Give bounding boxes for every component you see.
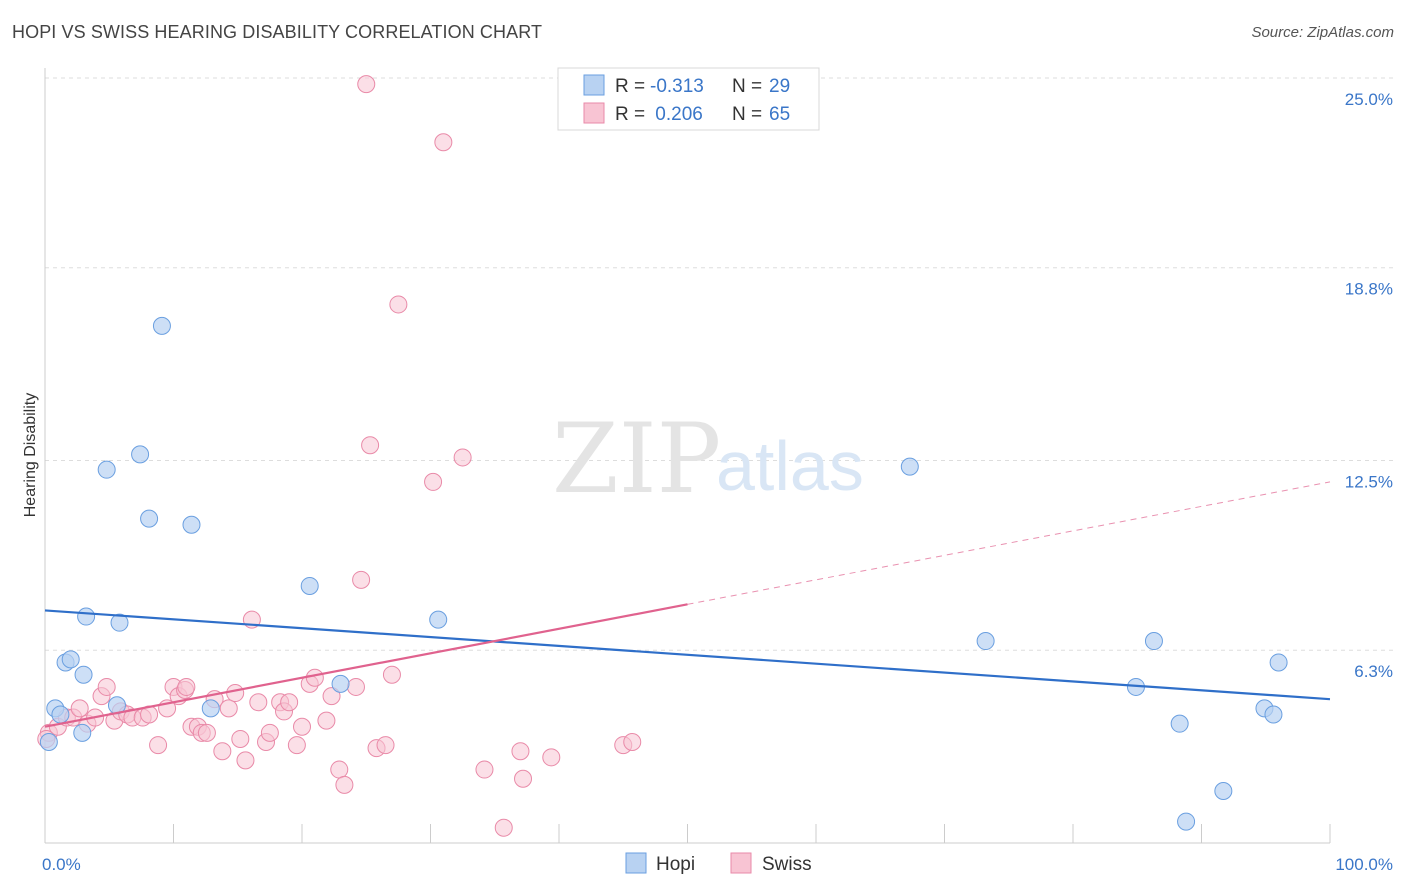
swiss-point — [287, 736, 306, 755]
swiss-point — [389, 295, 408, 314]
grid-lines — [45, 77, 1394, 651]
swiss-point — [361, 436, 380, 455]
swiss-point — [249, 693, 268, 712]
hopi-point — [331, 674, 350, 693]
swiss-points — [37, 75, 642, 837]
swiss-point — [293, 717, 311, 736]
x-tick-label-min: 0.0% — [42, 855, 81, 874]
swiss-point — [434, 133, 453, 152]
swiss-point — [352, 570, 371, 589]
hopi-point — [110, 613, 129, 632]
swiss-point — [70, 699, 89, 718]
legend-hopi-n-value: 29 — [769, 76, 790, 97]
hopi-point — [1144, 632, 1163, 651]
hopi-point — [74, 665, 93, 684]
swiss-point — [317, 711, 336, 730]
swiss-point — [475, 760, 494, 779]
legend-hopi-r-label: R = — [615, 76, 645, 97]
bottom-legend-swiss-swatch — [730, 852, 752, 874]
swiss-point — [177, 677, 196, 696]
swiss-point — [97, 677, 116, 696]
legend-swiss-r-label: R = — [615, 104, 645, 125]
hopi-point — [140, 509, 159, 528]
hopi-point — [976, 632, 995, 651]
hopi-point — [1177, 812, 1196, 831]
hopi-point — [1269, 653, 1288, 672]
swiss-point — [542, 748, 561, 767]
watermark-zip: ZIP — [552, 403, 721, 515]
source-label: Source: ZipAtlas.com — [1251, 24, 1394, 41]
y-tick-label: 18.8% — [1345, 280, 1393, 299]
swiss-point — [280, 693, 299, 712]
bottom-legend-swiss-label: Swiss — [762, 854, 812, 875]
swiss-point — [346, 677, 365, 696]
y-axis-label: Hearing Disability — [22, 393, 39, 518]
swiss-point — [335, 775, 354, 794]
x-tick-label-max: 100.0% — [1335, 855, 1393, 874]
y-tick-label: 12.5% — [1345, 473, 1393, 492]
hopi-point — [61, 650, 80, 669]
legend-swiss-r-value: 0.206 — [650, 104, 703, 125]
swiss-point — [219, 699, 238, 718]
swiss-point — [305, 668, 324, 687]
swiss-point — [453, 448, 472, 467]
hopi-point — [300, 576, 319, 595]
swiss-point — [623, 733, 642, 752]
legend-hopi-swatch — [583, 74, 605, 96]
swiss-point — [231, 729, 250, 748]
trend-lines — [44, 481, 1331, 728]
hopi-point — [131, 445, 150, 464]
legend-swiss-n-label: N = — [732, 104, 762, 125]
series-legend: Hopi Swiss — [625, 852, 812, 875]
y-tick-labels: 6.3% 12.5% 18.8% 25.0% — [1345, 90, 1393, 681]
swiss-point — [236, 751, 255, 770]
swiss-point — [494, 818, 513, 837]
y-tick-label: 6.3% — [1354, 662, 1393, 681]
hopi-point — [201, 699, 220, 718]
watermark: ZIP atlas — [552, 403, 864, 515]
hopi-trend-line — [44, 609, 1331, 701]
hopi-point — [900, 457, 919, 476]
legend-swiss-swatch — [583, 102, 605, 124]
swiss-point — [197, 723, 216, 742]
bottom-legend-hopi-swatch — [625, 852, 647, 874]
swiss-point — [149, 736, 168, 755]
swiss-point — [514, 769, 533, 788]
hopi-point — [77, 607, 96, 626]
bottom-legend-hopi-label: Hopi — [656, 854, 695, 875]
hopi-point — [73, 723, 92, 742]
watermark-atlas: atlas — [716, 427, 864, 505]
axes — [44, 68, 1331, 844]
hopi-point — [97, 460, 116, 479]
hopi-point — [1264, 705, 1283, 724]
swiss-point — [226, 684, 245, 703]
hopi-point — [182, 515, 201, 534]
chart-title: HOPI VS SWISS HEARING DISABILITY CORRELA… — [12, 22, 543, 42]
hopi-point — [51, 705, 70, 724]
hopi-point — [1170, 714, 1189, 733]
hopi-point — [39, 733, 58, 752]
swiss-point — [322, 687, 341, 706]
swiss-point — [424, 472, 443, 491]
legend-hopi-r-value: -0.313 — [650, 76, 704, 97]
swiss-point — [213, 742, 232, 761]
swiss-point — [376, 736, 395, 755]
swiss-point — [330, 760, 349, 779]
swiss-trend-line — [44, 603, 688, 728]
swiss-point — [382, 665, 401, 684]
hopi-points — [39, 316, 1288, 831]
swiss-point — [511, 742, 530, 761]
hopi-point — [429, 610, 448, 629]
swiss-point — [260, 723, 279, 742]
legend-hopi-n-label: N = — [732, 76, 762, 97]
y-tick-label: 25.0% — [1345, 90, 1393, 109]
hopi-point — [1214, 781, 1233, 800]
hopi-point — [152, 316, 171, 335]
x-tick-labels: 0.0% 100.0% — [42, 855, 1393, 874]
correlation-legend: R = -0.313 N = 29 R = 0.206 N = 65 — [557, 67, 820, 131]
legend-swiss-n-value: 65 — [769, 104, 790, 125]
swiss-point — [357, 75, 376, 94]
